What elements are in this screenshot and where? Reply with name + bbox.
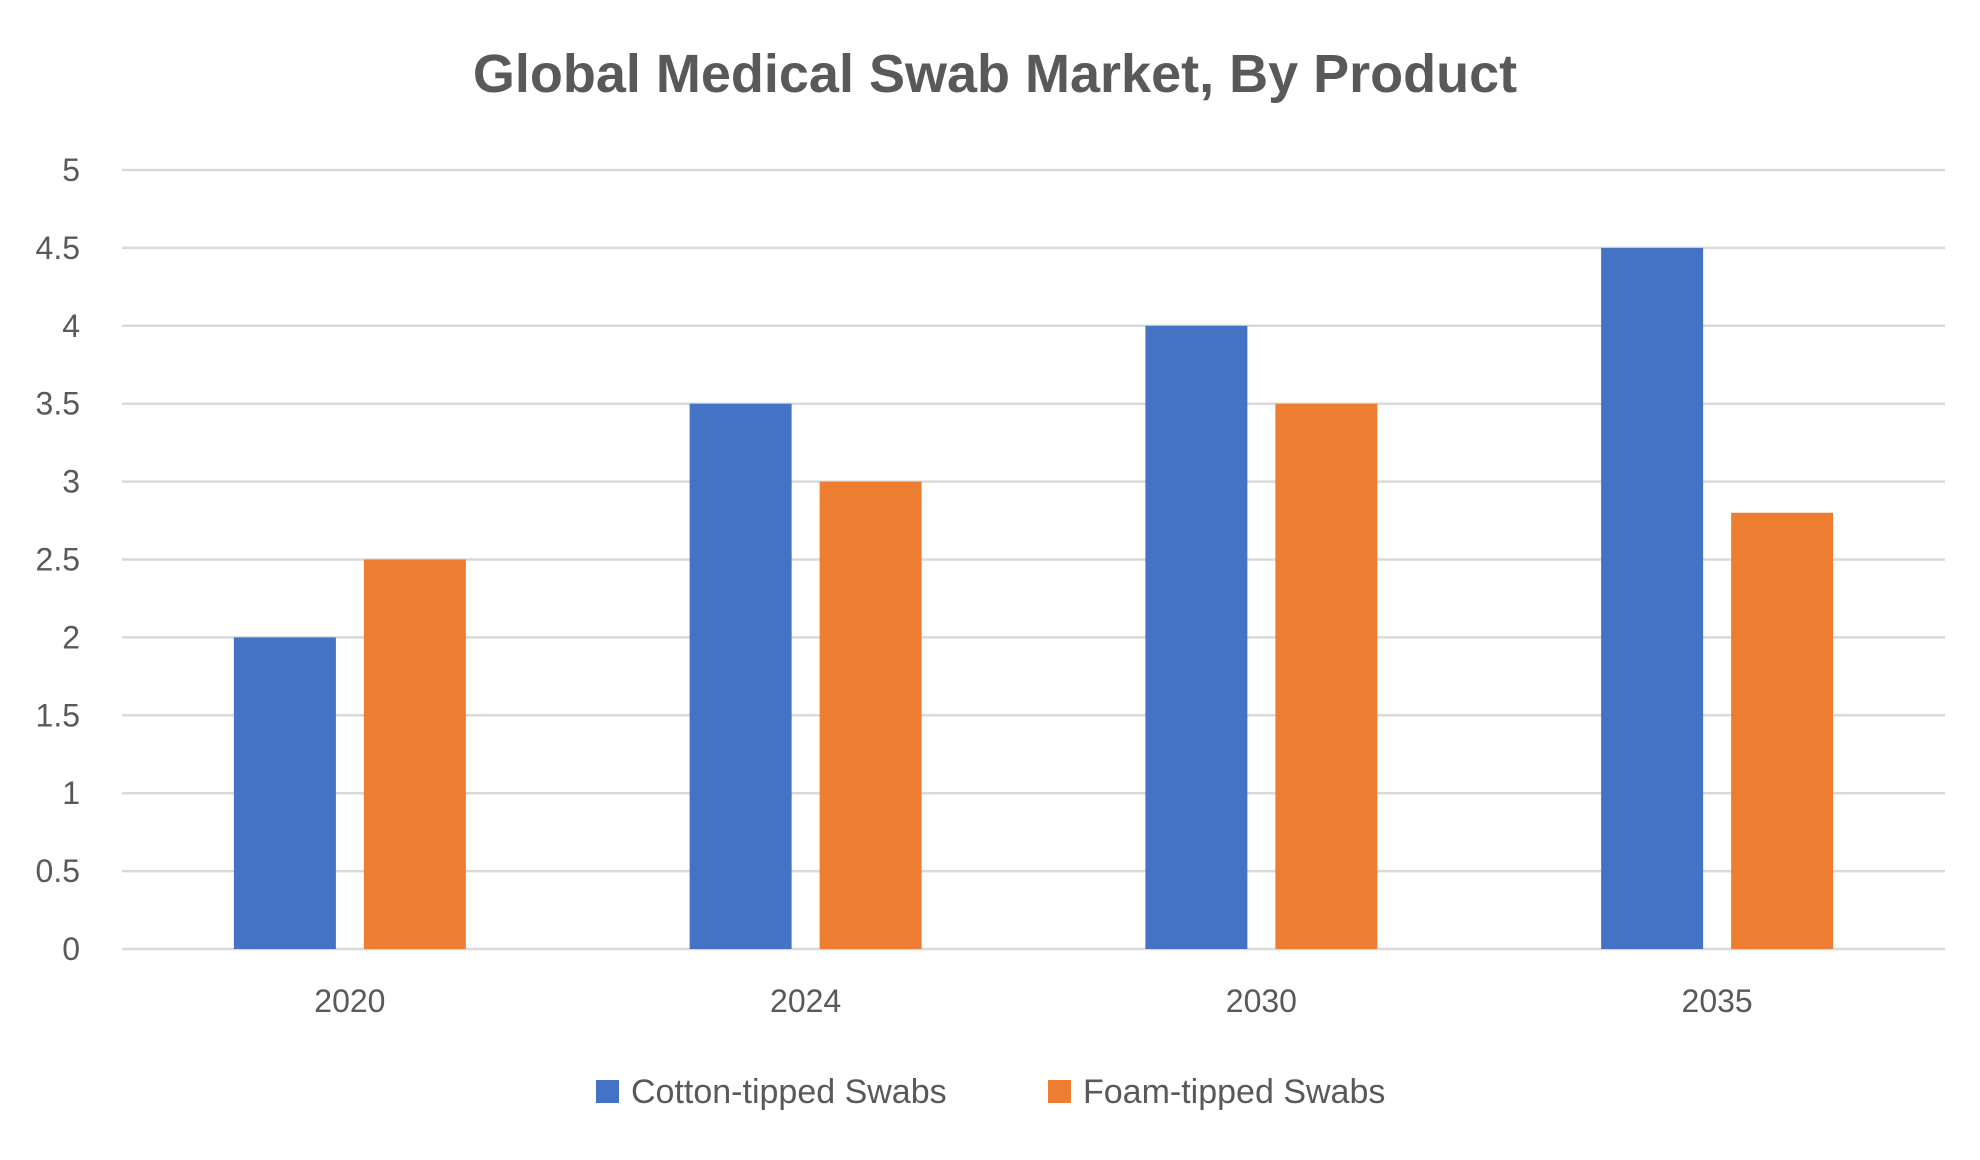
y-tick-label: 3 xyxy=(62,464,80,500)
x-tick-label: 2030 xyxy=(1226,983,1297,1019)
bar-cotton-tipped-2024 xyxy=(689,403,792,949)
chart-title: Global Medical Swab Market, By Product xyxy=(473,44,1517,104)
y-tick-label: 0.5 xyxy=(36,853,80,889)
x-tick-label: 2020 xyxy=(314,983,385,1019)
legend-swatch xyxy=(1048,1080,1071,1103)
y-tick-label: 4 xyxy=(62,308,80,344)
y-tick-label: 4.5 xyxy=(36,230,80,266)
y-tick-label: 0 xyxy=(62,931,80,967)
legend-label: Cotton-tipped Swabs xyxy=(631,1073,947,1111)
y-axis-ticks: 0 0.5 1 1.5 2 2.5 3 3.5 4 4.5 5 xyxy=(36,152,80,967)
bar-foam-tipped-2024 xyxy=(819,481,922,949)
bar-cotton-tipped-2020 xyxy=(233,637,336,949)
y-tick-label: 1 xyxy=(62,775,80,811)
y-tick-label: 2.5 xyxy=(36,542,80,578)
bar-foam-tipped-2030 xyxy=(1275,403,1378,949)
bar-foam-tipped-2020 xyxy=(363,559,466,949)
x-tick-label: 2035 xyxy=(1682,983,1753,1019)
bar-foam-tipped-2035 xyxy=(1731,512,1834,949)
y-tick-label: 2 xyxy=(62,619,80,655)
y-tick-label: 1.5 xyxy=(36,697,80,733)
y-tick-label: 3.5 xyxy=(36,386,80,422)
legend: Cotton-tipped Swabs Foam-tipped Swabs xyxy=(596,1073,1385,1111)
legend-swatch xyxy=(596,1080,619,1103)
bars xyxy=(233,247,1834,949)
y-tick-label: 5 xyxy=(62,152,80,188)
legend-label: Foam-tipped Swabs xyxy=(1083,1073,1385,1111)
bar-cotton-tipped-2035 xyxy=(1601,247,1704,949)
x-axis-ticks: 2020 2024 2030 2035 xyxy=(314,983,1752,1019)
bar-cotton-tipped-2030 xyxy=(1145,325,1248,949)
x-tick-label: 2024 xyxy=(770,983,841,1019)
